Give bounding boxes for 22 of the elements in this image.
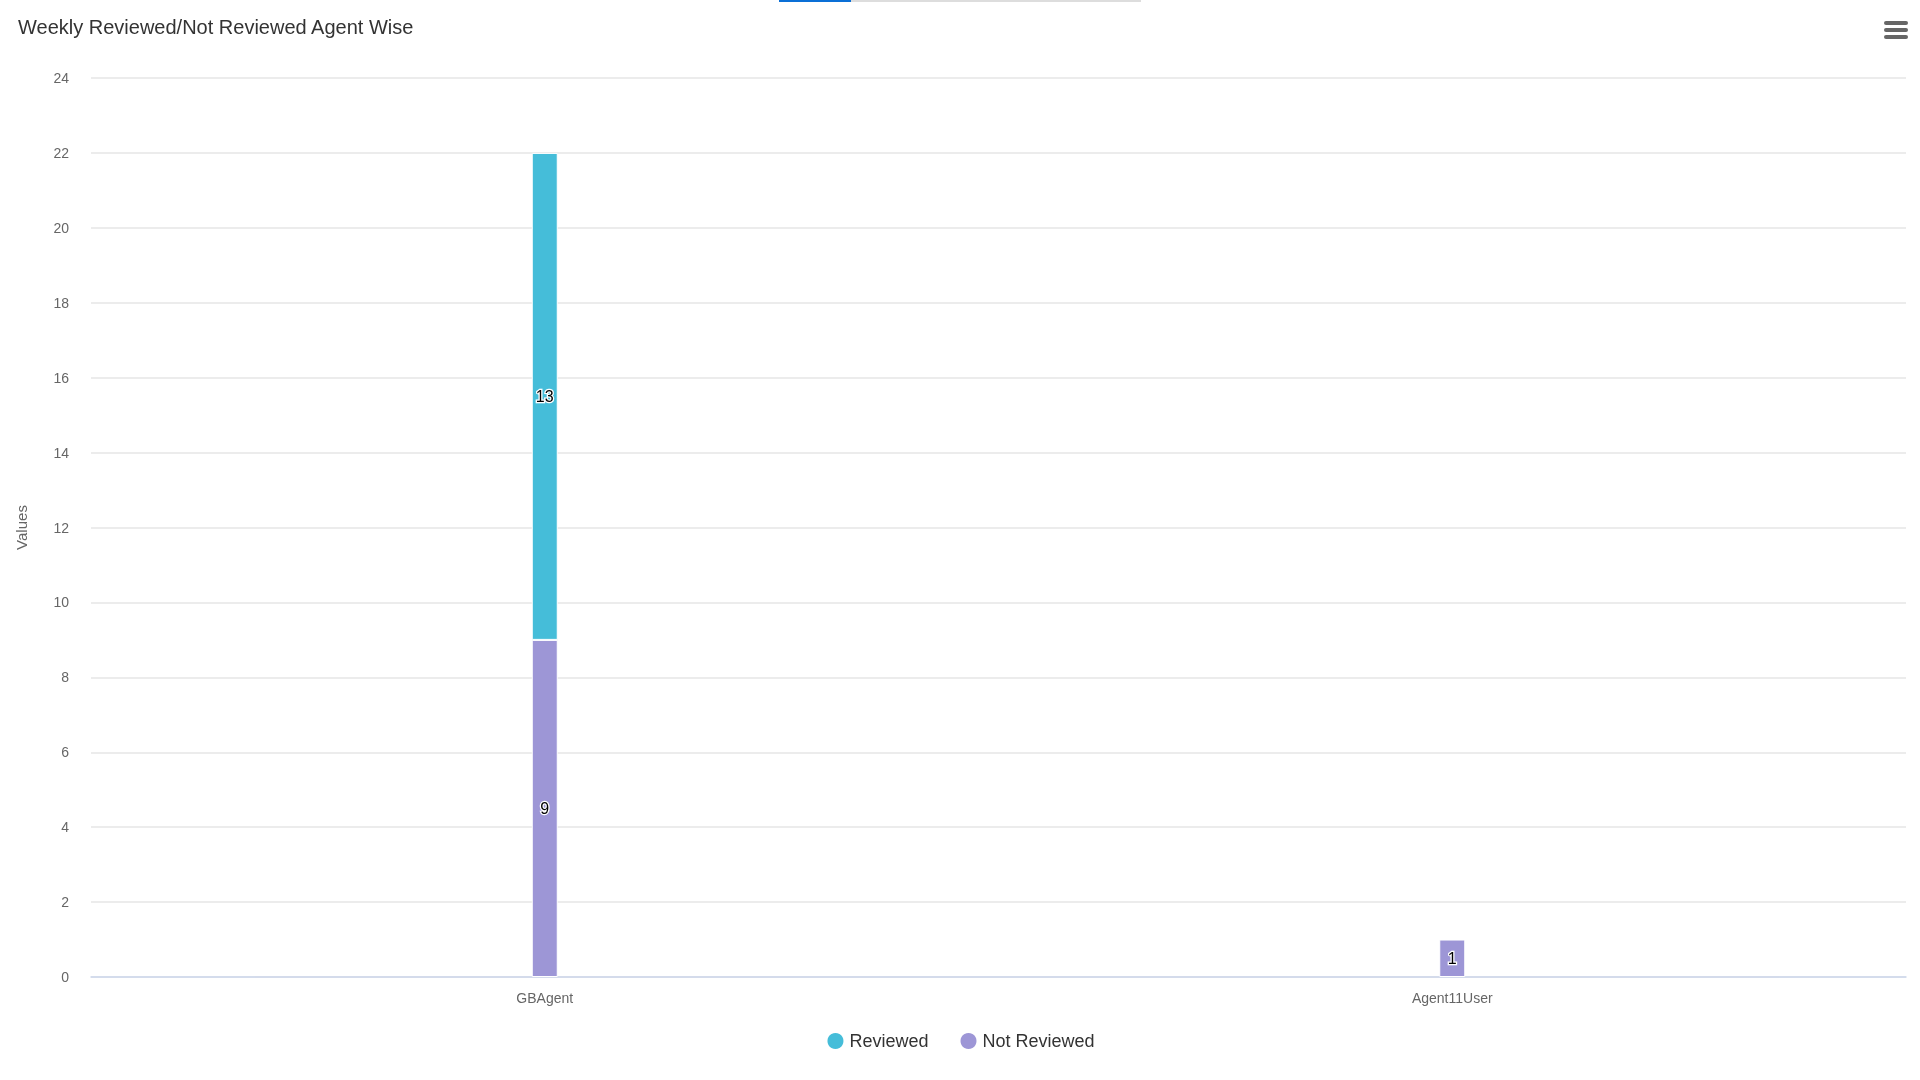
legend-label: Reviewed [849, 1031, 929, 1051]
y-tick-label: 10 [53, 594, 70, 611]
data-label: 1 [1447, 949, 1457, 967]
y-axis-title: Values [13, 505, 30, 550]
y-tick-label: 24 [53, 70, 70, 86]
x-tick-label: Agent11User [1411, 990, 1493, 1006]
y-tick-label: 20 [53, 219, 70, 236]
y-tick-label: 14 [53, 444, 70, 461]
y-tick-label: 8 [61, 669, 70, 686]
y-tick-label: 4 [61, 819, 70, 836]
y-tick-label: 6 [61, 744, 70, 761]
y-tick-label: 2 [61, 894, 70, 911]
data-label: 13 [535, 387, 554, 405]
y-tick-label: 22 [53, 144, 70, 161]
y-tick-label: 16 [53, 369, 70, 386]
y-tick-label: 18 [53, 294, 70, 311]
x-tick-label: GBAgent [516, 990, 574, 1006]
y-tick-label: 12 [53, 519, 70, 536]
data-label: 9 [540, 799, 550, 817]
legend-label: Not Reviewed [982, 1031, 1095, 1051]
chart-title: Weekly Reviewed/Not Reviewed Agent Wise [18, 16, 414, 38]
y-tick-label: 0 [61, 969, 70, 985]
